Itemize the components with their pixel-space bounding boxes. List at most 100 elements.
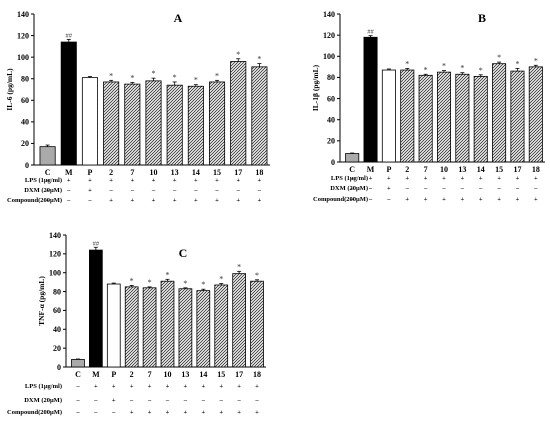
condition-mark: + (130, 409, 134, 416)
condition-mark: – (441, 185, 446, 192)
condition-mark: – (254, 397, 259, 404)
condition-mark: + (109, 177, 113, 184)
bar (166, 84, 183, 166)
significance-label: * (215, 71, 219, 80)
x-tick-label: 18 (255, 168, 263, 177)
y-tick-label: 0 (25, 161, 29, 170)
y-tick-label: 80 (21, 75, 29, 84)
condition-mark: + (405, 196, 409, 203)
condition-mark: + (166, 383, 170, 390)
condition-mark: + (255, 383, 259, 390)
condition-mark: – (201, 397, 206, 404)
x-tick-label: 13 (171, 168, 179, 177)
condition-label: Compound(200μM) (7, 409, 62, 416)
condition-mark: – (219, 397, 224, 404)
bar (455, 73, 470, 163)
condition-mark: – (460, 185, 465, 192)
x-tick-label: 7 (130, 168, 134, 177)
chart-a: A 0 20 40 60 80 100 120 140 IL-6 (pg/mL) C ## M P * 2 * 7… (5, 10, 270, 204)
significance-label: ## (66, 32, 73, 39)
x-tick-label: 10 (164, 370, 172, 379)
y-tick-label: 100 (17, 53, 29, 62)
condition-mark: – (386, 196, 391, 203)
x-tick-label: 10 (150, 168, 158, 177)
bar (187, 85, 204, 166)
condition-mark: + (112, 397, 116, 404)
y-tick-label: 120 (49, 250, 61, 259)
y-axis-label: TNF-α (pg/mL) (37, 276, 46, 326)
condition-mark: + (461, 196, 465, 203)
significance-label: * (460, 64, 464, 73)
condition-mark: + (109, 197, 113, 204)
y-tick-label: 60 (21, 96, 29, 105)
condition-mark: – (350, 196, 355, 203)
condition-label: Compound(200μM) (313, 196, 368, 203)
condition-mark: – (423, 185, 428, 192)
significance-label: * (130, 73, 134, 82)
x-tick-label: 2 (109, 168, 113, 177)
condition-label: DXM (20μM) (24, 397, 62, 404)
significance-label: * (257, 55, 261, 64)
condition-mark: – (193, 187, 198, 194)
y-tick-label: 80 (53, 287, 61, 296)
condition-mark: + (184, 409, 188, 416)
condition-mark: + (516, 175, 520, 182)
condition-mark: + (534, 175, 538, 182)
condition-mark: + (112, 383, 116, 390)
x-tick-label: P (386, 165, 391, 174)
bar (345, 153, 360, 163)
x-tick-label: 18 (253, 370, 261, 379)
y-tick-label: 80 (327, 73, 335, 82)
condition-mark: + (215, 177, 219, 184)
condition-mark: + (152, 177, 156, 184)
condition-mark: + (497, 196, 501, 203)
bar (39, 146, 56, 166)
condition-mark: – (129, 397, 134, 404)
condition-mark: + (479, 196, 483, 203)
condition-mark: – (147, 397, 152, 404)
condition-mark: – (66, 197, 71, 204)
significance-label: * (255, 271, 259, 280)
significance-label: * (173, 73, 177, 82)
x-tick-label: 15 (217, 370, 225, 379)
condition-mark: + (130, 383, 134, 390)
condition-mark: – (93, 397, 98, 404)
condition-label: LPS (1μg/ml) (25, 177, 62, 184)
x-tick-label: 7 (148, 370, 152, 379)
x-tick-label: 2 (405, 165, 409, 174)
condition-mark: – (214, 187, 219, 194)
x-tick-label: P (88, 168, 93, 177)
condition-mark: + (237, 383, 241, 390)
condition-mark: + (442, 196, 446, 203)
condition-mark: – (66, 187, 71, 194)
y-tick-label: 40 (327, 116, 335, 125)
y-tick-label: 0 (331, 158, 335, 167)
bar (71, 359, 85, 368)
x-tick-label: C (75, 370, 81, 379)
bar (178, 288, 193, 368)
condition-mark: + (258, 197, 262, 204)
condition-mark: + (369, 175, 373, 182)
y-tick-label: 140 (49, 231, 61, 240)
condition-mark: + (255, 409, 259, 416)
condition-mark: + (258, 177, 262, 184)
condition-mark: + (219, 383, 223, 390)
condition-mark: + (201, 383, 205, 390)
bar (232, 273, 246, 368)
y-tick-label: 20 (21, 139, 29, 148)
condition-mark: + (88, 187, 92, 194)
condition-mark: – (111, 409, 116, 416)
bar (363, 36, 378, 163)
bar (103, 81, 120, 166)
x-tick-label: 17 (513, 165, 521, 174)
condition-mark: – (75, 409, 80, 416)
x-tick-label: 10 (440, 165, 448, 174)
condition-mark: + (534, 196, 538, 203)
condition-mark: – (75, 397, 80, 404)
condition-mark: + (88, 177, 92, 184)
bar (251, 66, 268, 166)
condition-label: DXM (20μM) (24, 187, 62, 194)
condition-label: DXM (20μM) (330, 185, 368, 192)
x-tick-label: C (45, 168, 51, 177)
bar (196, 290, 211, 368)
